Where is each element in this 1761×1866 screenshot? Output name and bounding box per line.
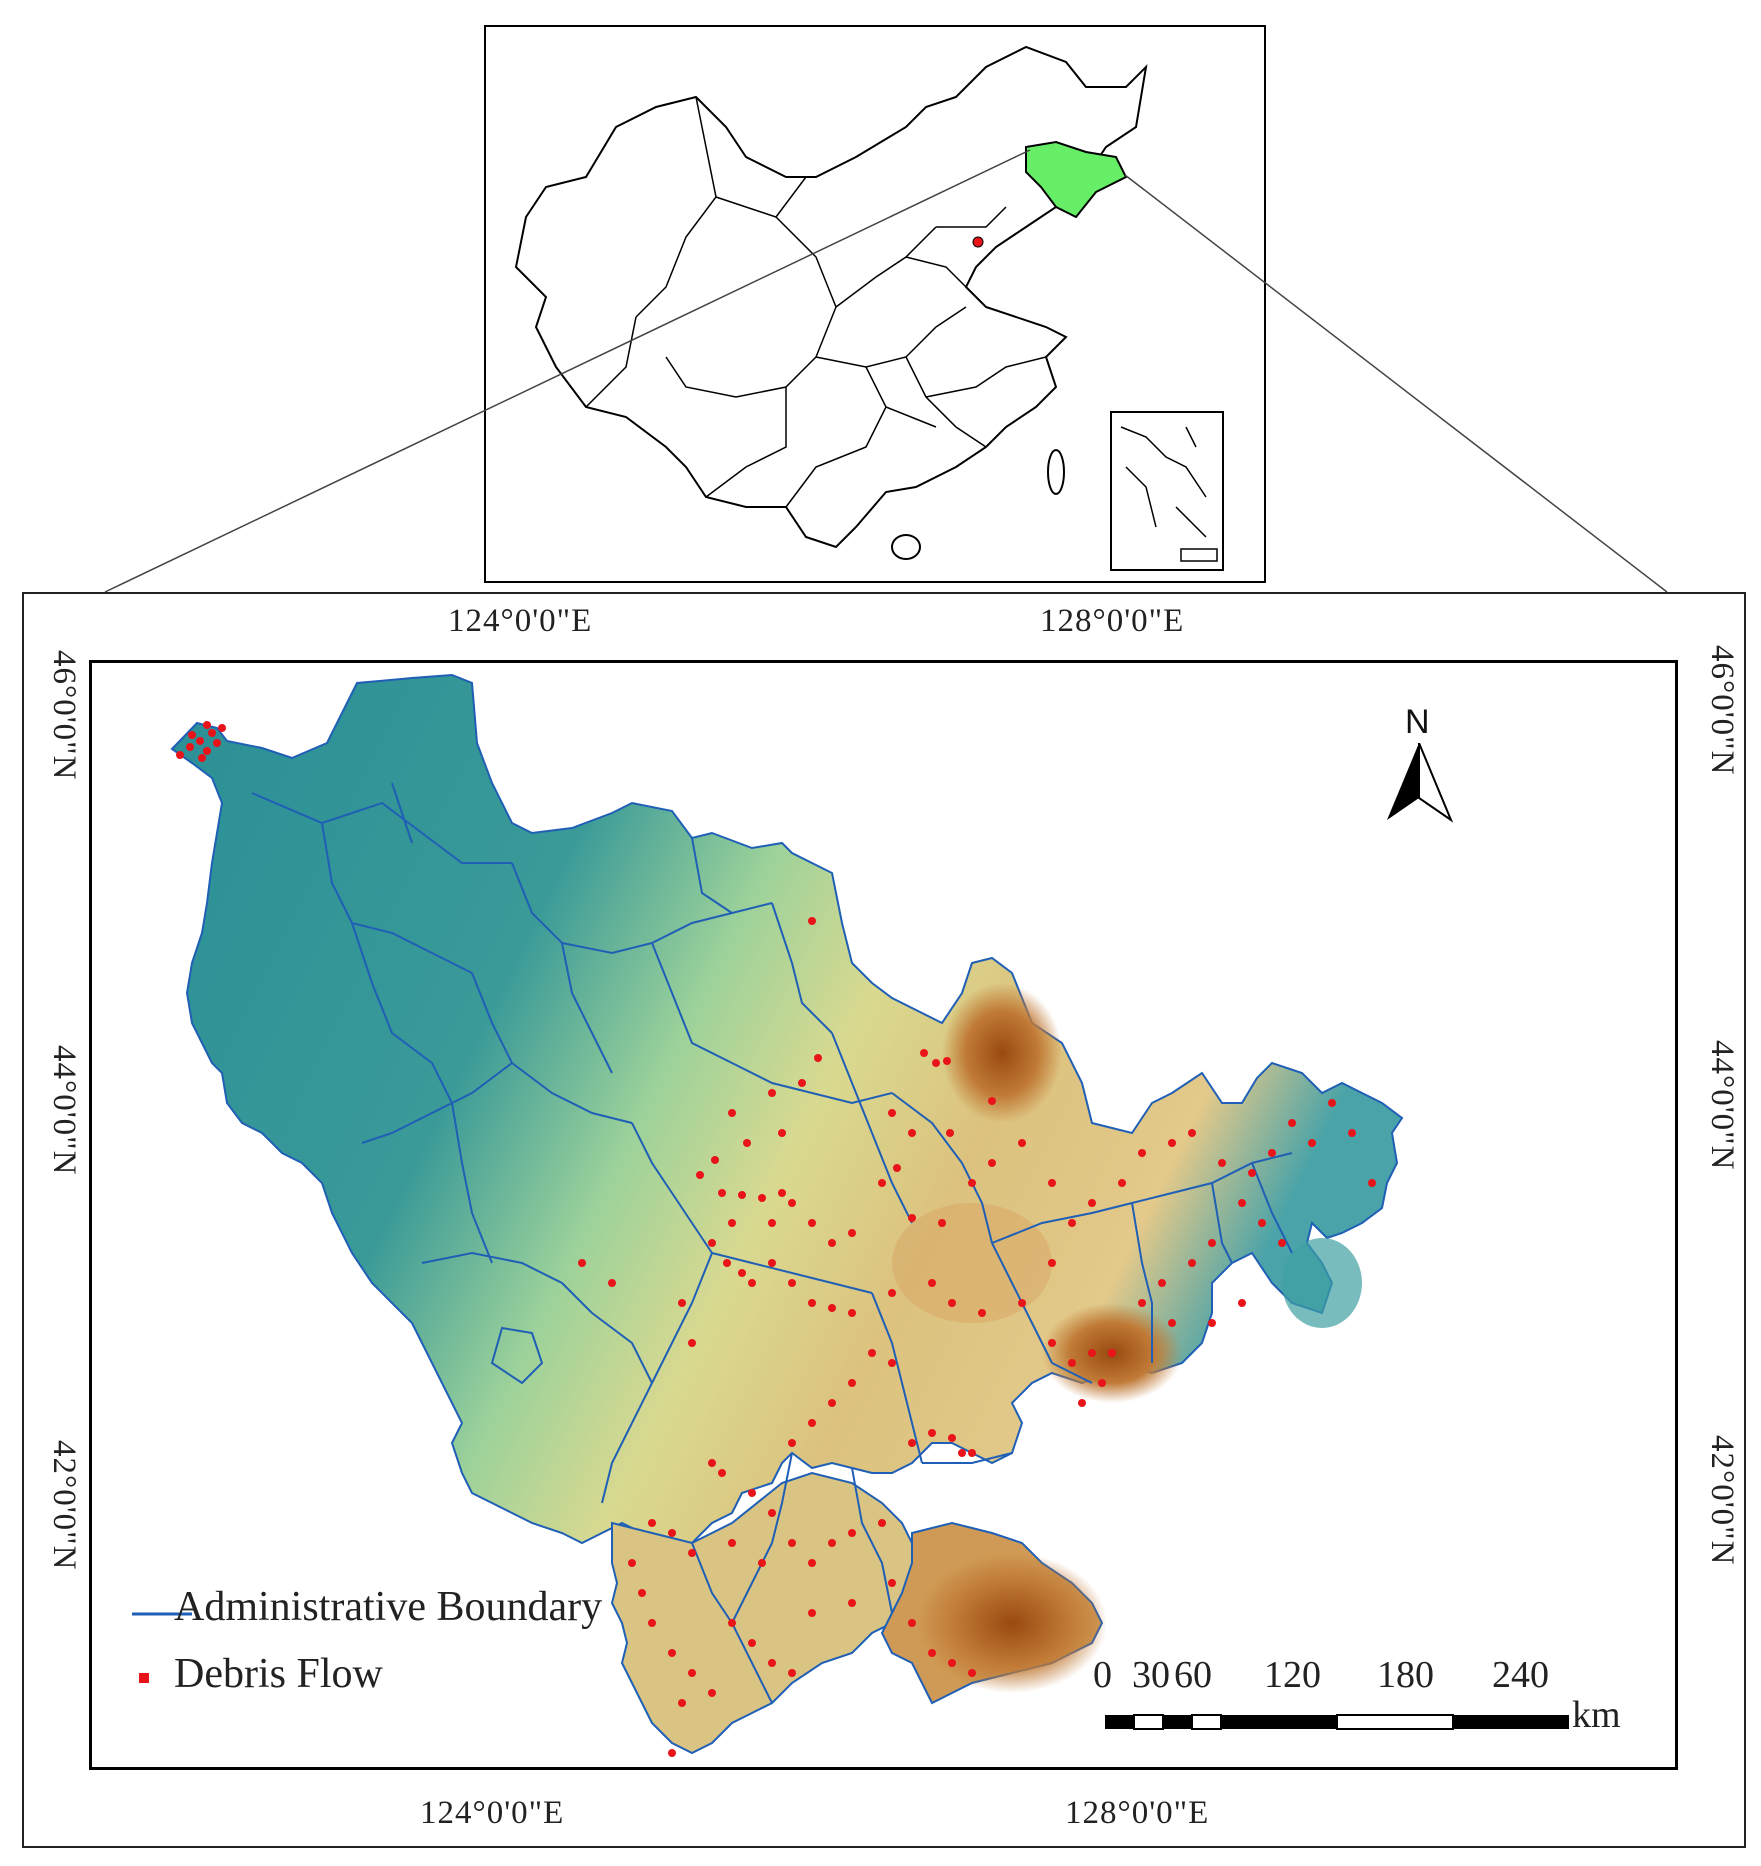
top-lon-label-1: 124°0'0"E bbox=[448, 603, 593, 639]
scale-unit-label: km bbox=[1572, 1694, 1621, 1736]
boundary-legend-swatch bbox=[132, 1612, 192, 1616]
left-lat-label-2: 44°0'0"N bbox=[46, 1045, 82, 1176]
scale-tick-120: 120 bbox=[1264, 1654, 1321, 1696]
admin-boundary-lines bbox=[251, 782, 1293, 1704]
right-lat-label-2: 44°0'0"N bbox=[1704, 1040, 1740, 1171]
south-china-sea-inset bbox=[1110, 411, 1224, 571]
jilin-province-shape bbox=[170, 673, 1404, 1545]
left-lat-label-3: 42°0'0"N bbox=[46, 1440, 82, 1571]
bottom-lon-label-1: 124°0'0"E bbox=[420, 1795, 565, 1831]
northern-highland-zone bbox=[942, 983, 1062, 1123]
bottom-lon-label-2: 128°0'0"E bbox=[1065, 1795, 1210, 1831]
southern-region-shape bbox=[610, 1471, 924, 1755]
right-lat-label-1: 46°0'0"N bbox=[1704, 645, 1740, 776]
scale-tick-60: 60 bbox=[1174, 1654, 1212, 1696]
right-lat-label-3: 42°0'0"N bbox=[1704, 1435, 1740, 1566]
china-outline bbox=[514, 45, 1148, 549]
zoom-connector-lines bbox=[104, 149, 1668, 593]
north-label: N bbox=[1405, 703, 1430, 741]
debris-flow-points bbox=[176, 721, 1376, 1757]
scale-tick-180: 180 bbox=[1377, 1654, 1434, 1696]
legend-debris-label: Debris Flow bbox=[174, 1651, 383, 1697]
scale-tick-240: 240 bbox=[1492, 1654, 1549, 1696]
legend-boundary-label: Administrative Boundary bbox=[174, 1584, 603, 1630]
river-mouth-area bbox=[1282, 1238, 1362, 1328]
main-map-outer-frame bbox=[22, 592, 1746, 1848]
scale-tick-0: 0 bbox=[1093, 1654, 1112, 1696]
left-lat-label-1: 46°0'0"N bbox=[46, 650, 82, 781]
scale-tick-30: 30 bbox=[1132, 1654, 1170, 1696]
taiwan-island bbox=[1047, 449, 1065, 495]
scale-bar bbox=[1105, 1714, 1569, 1730]
hainan-island bbox=[891, 534, 921, 560]
jilin-elevation-map bbox=[170, 673, 1404, 1757]
central-highland-zone bbox=[892, 1203, 1052, 1323]
changbai-mountain-zone bbox=[917, 1553, 1107, 1693]
china-inset-map bbox=[514, 45, 1224, 571]
inset-map-frame bbox=[484, 25, 1266, 583]
capital-marker bbox=[972, 236, 984, 248]
top-lon-label-2: 128°0'0"E bbox=[1040, 603, 1185, 639]
province-boundaries bbox=[585, 96, 1047, 508]
jilin-highlight bbox=[1025, 140, 1128, 219]
debris-legend-swatch bbox=[139, 1673, 149, 1683]
main-map-frame: N Administrative Boundary Debris Flow 0 … bbox=[89, 660, 1678, 1770]
north-arrow-icon bbox=[1387, 743, 1454, 823]
